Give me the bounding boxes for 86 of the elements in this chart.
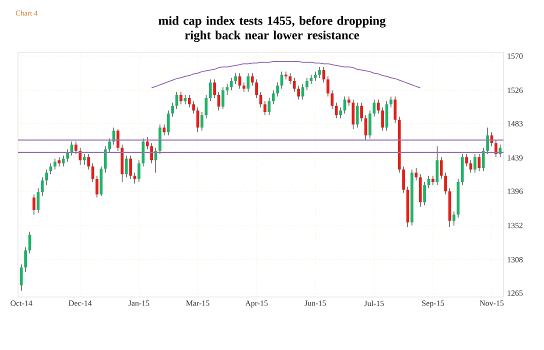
candlestick <box>180 92 182 105</box>
candlestick <box>124 155 128 178</box>
candlestick <box>82 154 86 166</box>
candlestick <box>348 96 350 106</box>
candlestick <box>314 71 317 82</box>
candlestick <box>330 90 334 110</box>
candlestick <box>200 112 204 131</box>
candlestick <box>158 124 162 154</box>
candlestick <box>297 85 300 100</box>
candlestick <box>440 156 443 180</box>
candlestick <box>20 264 23 292</box>
candlestick <box>142 138 145 167</box>
candlestick <box>264 100 266 116</box>
candlestick <box>268 98 271 116</box>
candlestick <box>482 148 485 172</box>
candlestick <box>108 138 111 153</box>
candlestick <box>150 142 153 164</box>
candlestick <box>478 154 481 172</box>
candlestick <box>226 84 229 96</box>
candlestick <box>352 99 355 130</box>
candlestick <box>292 78 296 92</box>
candlestick <box>222 86 224 110</box>
candlestick <box>246 72 250 92</box>
candlestick <box>78 148 82 166</box>
candlestick <box>318 66 321 78</box>
candlestick <box>116 128 120 152</box>
candlestick <box>452 211 456 226</box>
candlestick <box>96 176 98 198</box>
candlestick <box>381 107 384 131</box>
candlestick <box>166 110 170 136</box>
candlestick <box>334 102 338 119</box>
candlestick <box>306 78 308 91</box>
candlestick <box>376 99 380 114</box>
candlestick <box>213 79 216 98</box>
candlestick <box>242 82 246 92</box>
candlestick <box>432 176 434 186</box>
candlestick <box>58 156 61 167</box>
candlestick <box>162 124 166 136</box>
candlestick <box>356 102 359 128</box>
candlestick <box>250 72 254 86</box>
candlestick <box>36 188 40 214</box>
candlestick <box>230 78 233 91</box>
candlestick <box>184 94 187 105</box>
candlestick <box>444 172 447 195</box>
candlestick <box>188 94 191 108</box>
candlestick <box>255 79 258 98</box>
candlestick <box>368 110 372 139</box>
candlestick <box>74 141 78 154</box>
candlestick <box>40 177 44 196</box>
candlestick <box>394 96 397 124</box>
candlestick <box>204 94 208 119</box>
candlestick <box>32 194 36 215</box>
candlestick <box>414 168 418 181</box>
candlestick <box>129 155 132 180</box>
candlestick <box>62 155 65 167</box>
candlestick <box>360 102 363 122</box>
candlestick <box>339 107 342 119</box>
candlestick <box>494 140 498 158</box>
candlestick <box>390 96 392 108</box>
candlestick <box>310 74 313 84</box>
candlestick <box>146 136 149 150</box>
candlestick <box>326 76 330 97</box>
candlestick <box>24 247 27 272</box>
candlestick <box>87 154 90 170</box>
candlestick <box>138 160 140 182</box>
candlestick <box>486 127 489 154</box>
candlestick <box>402 166 405 194</box>
candlestick <box>276 82 279 97</box>
chart-title: mid cap index tests 1455, before dropping right back near lower resistance <box>158 16 386 42</box>
candlestick <box>288 72 292 84</box>
candlestick <box>423 182 426 206</box>
line-series <box>151 61 421 88</box>
candlestick <box>45 169 48 186</box>
candlestick <box>474 154 476 173</box>
candlestick <box>66 149 69 162</box>
candlestick <box>104 146 107 173</box>
candlestick <box>465 154 468 167</box>
candlestick <box>436 146 439 186</box>
candlestick <box>54 158 56 170</box>
candlestick <box>272 90 275 105</box>
candlestick <box>372 99 376 117</box>
candlestick <box>284 71 288 80</box>
candlestick <box>208 79 212 102</box>
candlestick <box>192 100 195 114</box>
candlestick <box>171 102 174 117</box>
candlestick <box>234 72 237 84</box>
